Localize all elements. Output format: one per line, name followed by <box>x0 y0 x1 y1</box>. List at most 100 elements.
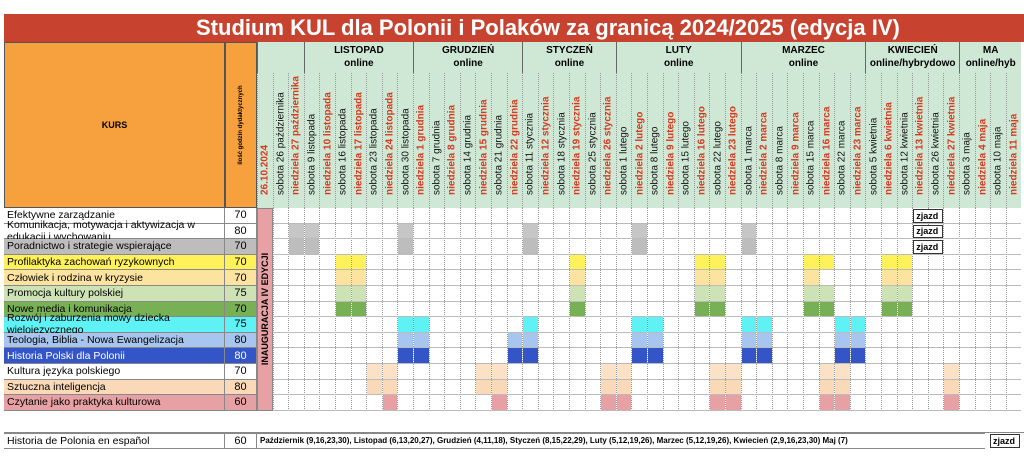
session-block <box>289 239 304 254</box>
session-block <box>616 379 632 395</box>
date-column: niedziela 24 listopada <box>381 73 398 208</box>
grid-vline <box>912 208 914 411</box>
session-block <box>616 364 632 379</box>
session-block <box>710 395 725 410</box>
session-block <box>351 301 367 317</box>
date-label: sobota 18 stycznia <box>556 112 568 195</box>
session-block <box>523 239 538 254</box>
session-block <box>835 332 850 348</box>
session-block <box>694 254 710 270</box>
session-block <box>523 348 538 363</box>
date-label: niedziela 27 kwietnia <box>946 96 958 195</box>
session-block <box>414 317 429 332</box>
session-block <box>398 239 413 254</box>
session-block <box>414 348 429 363</box>
date-label: niedziela 13 kwietnia <box>914 96 926 195</box>
session-block <box>414 332 429 348</box>
date-label: niedziela 4 maja <box>977 118 989 195</box>
date-column: sobota 30 listopada <box>397 73 413 208</box>
grid-vline <box>397 208 399 411</box>
date-label: sobota 16 listopada <box>337 108 349 195</box>
date-label: sobota 1 lutego <box>618 126 630 195</box>
date-column: sobota 21 grudnia <box>491 73 507 208</box>
date-column: sobota 14 grudnia <box>459 73 476 208</box>
date-column: sobota 16 listopada <box>335 73 351 208</box>
date-column: sobota 22 lutego <box>709 73 725 208</box>
date-label: niedziela 10 listopada <box>322 92 334 195</box>
course-hours: 70 <box>225 364 257 380</box>
month-name: MARZEC <box>782 45 825 56</box>
month-name: GRUDZIEŃ <box>441 45 495 56</box>
date-label: 26.10.2024 <box>259 144 271 195</box>
date-column: niedziela 27 października <box>288 73 304 208</box>
date-label: niedziela 2 marca <box>758 112 770 195</box>
session-block <box>523 223 538 239</box>
session-block <box>850 348 866 363</box>
course-hours: 80 <box>225 379 257 396</box>
date-column: sobota 9 listopada <box>303 73 320 208</box>
session-block <box>897 286 913 301</box>
date-label: sobota 25 stycznia <box>587 112 599 195</box>
date-label: niedziela 22 grudnia <box>509 99 521 195</box>
grid-vline <box>413 208 414 411</box>
grid-hline <box>272 269 1022 271</box>
date-label: sobota 26 kwietnia <box>930 112 942 195</box>
grid-vline <box>319 208 321 411</box>
session-block <box>398 223 413 239</box>
grid-vline <box>756 208 758 411</box>
inauguracja-column: INAUGURACJA IV EDYCJI <box>257 208 273 411</box>
session-block <box>741 348 757 363</box>
date-column: sobota 15 marca <box>803 73 819 208</box>
month-header: MARZEC online <box>740 42 866 73</box>
grid-vline <box>943 208 945 411</box>
month-name: MA <box>982 45 999 56</box>
extra-course-schedule: Październik (9,16,23,30), Listopad (6,13… <box>257 432 985 449</box>
date-column: niedziela 2 lutego <box>631 73 647 208</box>
date-label: niedziela 19 stycznia <box>571 96 583 195</box>
session-block <box>819 301 835 317</box>
grid-vline <box>959 208 960 411</box>
course-name: Profilaktyka zachowań ryzykownych <box>4 254 225 271</box>
month-mode: online/hybrydowo <box>869 58 956 69</box>
session-block <box>336 286 351 301</box>
grid-hline <box>272 253 1022 255</box>
grid-hline <box>272 409 1022 411</box>
session-block <box>741 223 757 239</box>
date-label: sobota 5 kwietnia <box>868 117 880 195</box>
session-block <box>351 254 367 270</box>
session-block <box>710 379 725 395</box>
date-column: niedziela 16 lutego <box>693 73 710 208</box>
course-name: Efektywne zarządzanie <box>4 208 225 224</box>
session-block <box>367 364 382 379</box>
session-block <box>835 348 850 363</box>
session-block <box>336 254 351 270</box>
course-name: Kultura języka polskiego <box>4 364 225 380</box>
date-column: sobota 15 lutego <box>678 73 694 208</box>
grid-vline <box>569 208 570 411</box>
session-block <box>570 254 585 270</box>
month-header: GRUDZIEŃ online <box>413 42 523 73</box>
grid-vline <box>475 208 477 411</box>
session-block <box>632 332 647 348</box>
course-hours: 80 <box>225 223 257 240</box>
session-block <box>710 364 725 379</box>
session-block <box>570 270 585 285</box>
date-label: niedziela 12 stycznia <box>540 96 552 195</box>
title-text: Studium KUL dla Polonii i Polaków za gra… <box>196 15 900 40</box>
kurs-header: KURS <box>4 42 225 208</box>
grid-vline <box>709 208 711 411</box>
session-block <box>694 286 710 301</box>
date-column: niedziela 27 kwietnia <box>943 73 959 208</box>
date-column: niedziela 1 grudnia <box>413 73 429 208</box>
session-block <box>819 254 835 270</box>
grid-vline <box>990 208 992 411</box>
session-block <box>476 364 491 379</box>
session-block <box>492 364 507 379</box>
session-block <box>601 395 616 410</box>
month-mode: online <box>344 58 374 69</box>
course-hours: 75 <box>225 286 257 302</box>
date-label: sobota 21 grudnia <box>493 114 505 195</box>
grid-vline <box>771 208 773 411</box>
date-label: sobota 15 marca <box>805 120 817 196</box>
date-column: niedziela 23 lutego <box>725 73 741 208</box>
